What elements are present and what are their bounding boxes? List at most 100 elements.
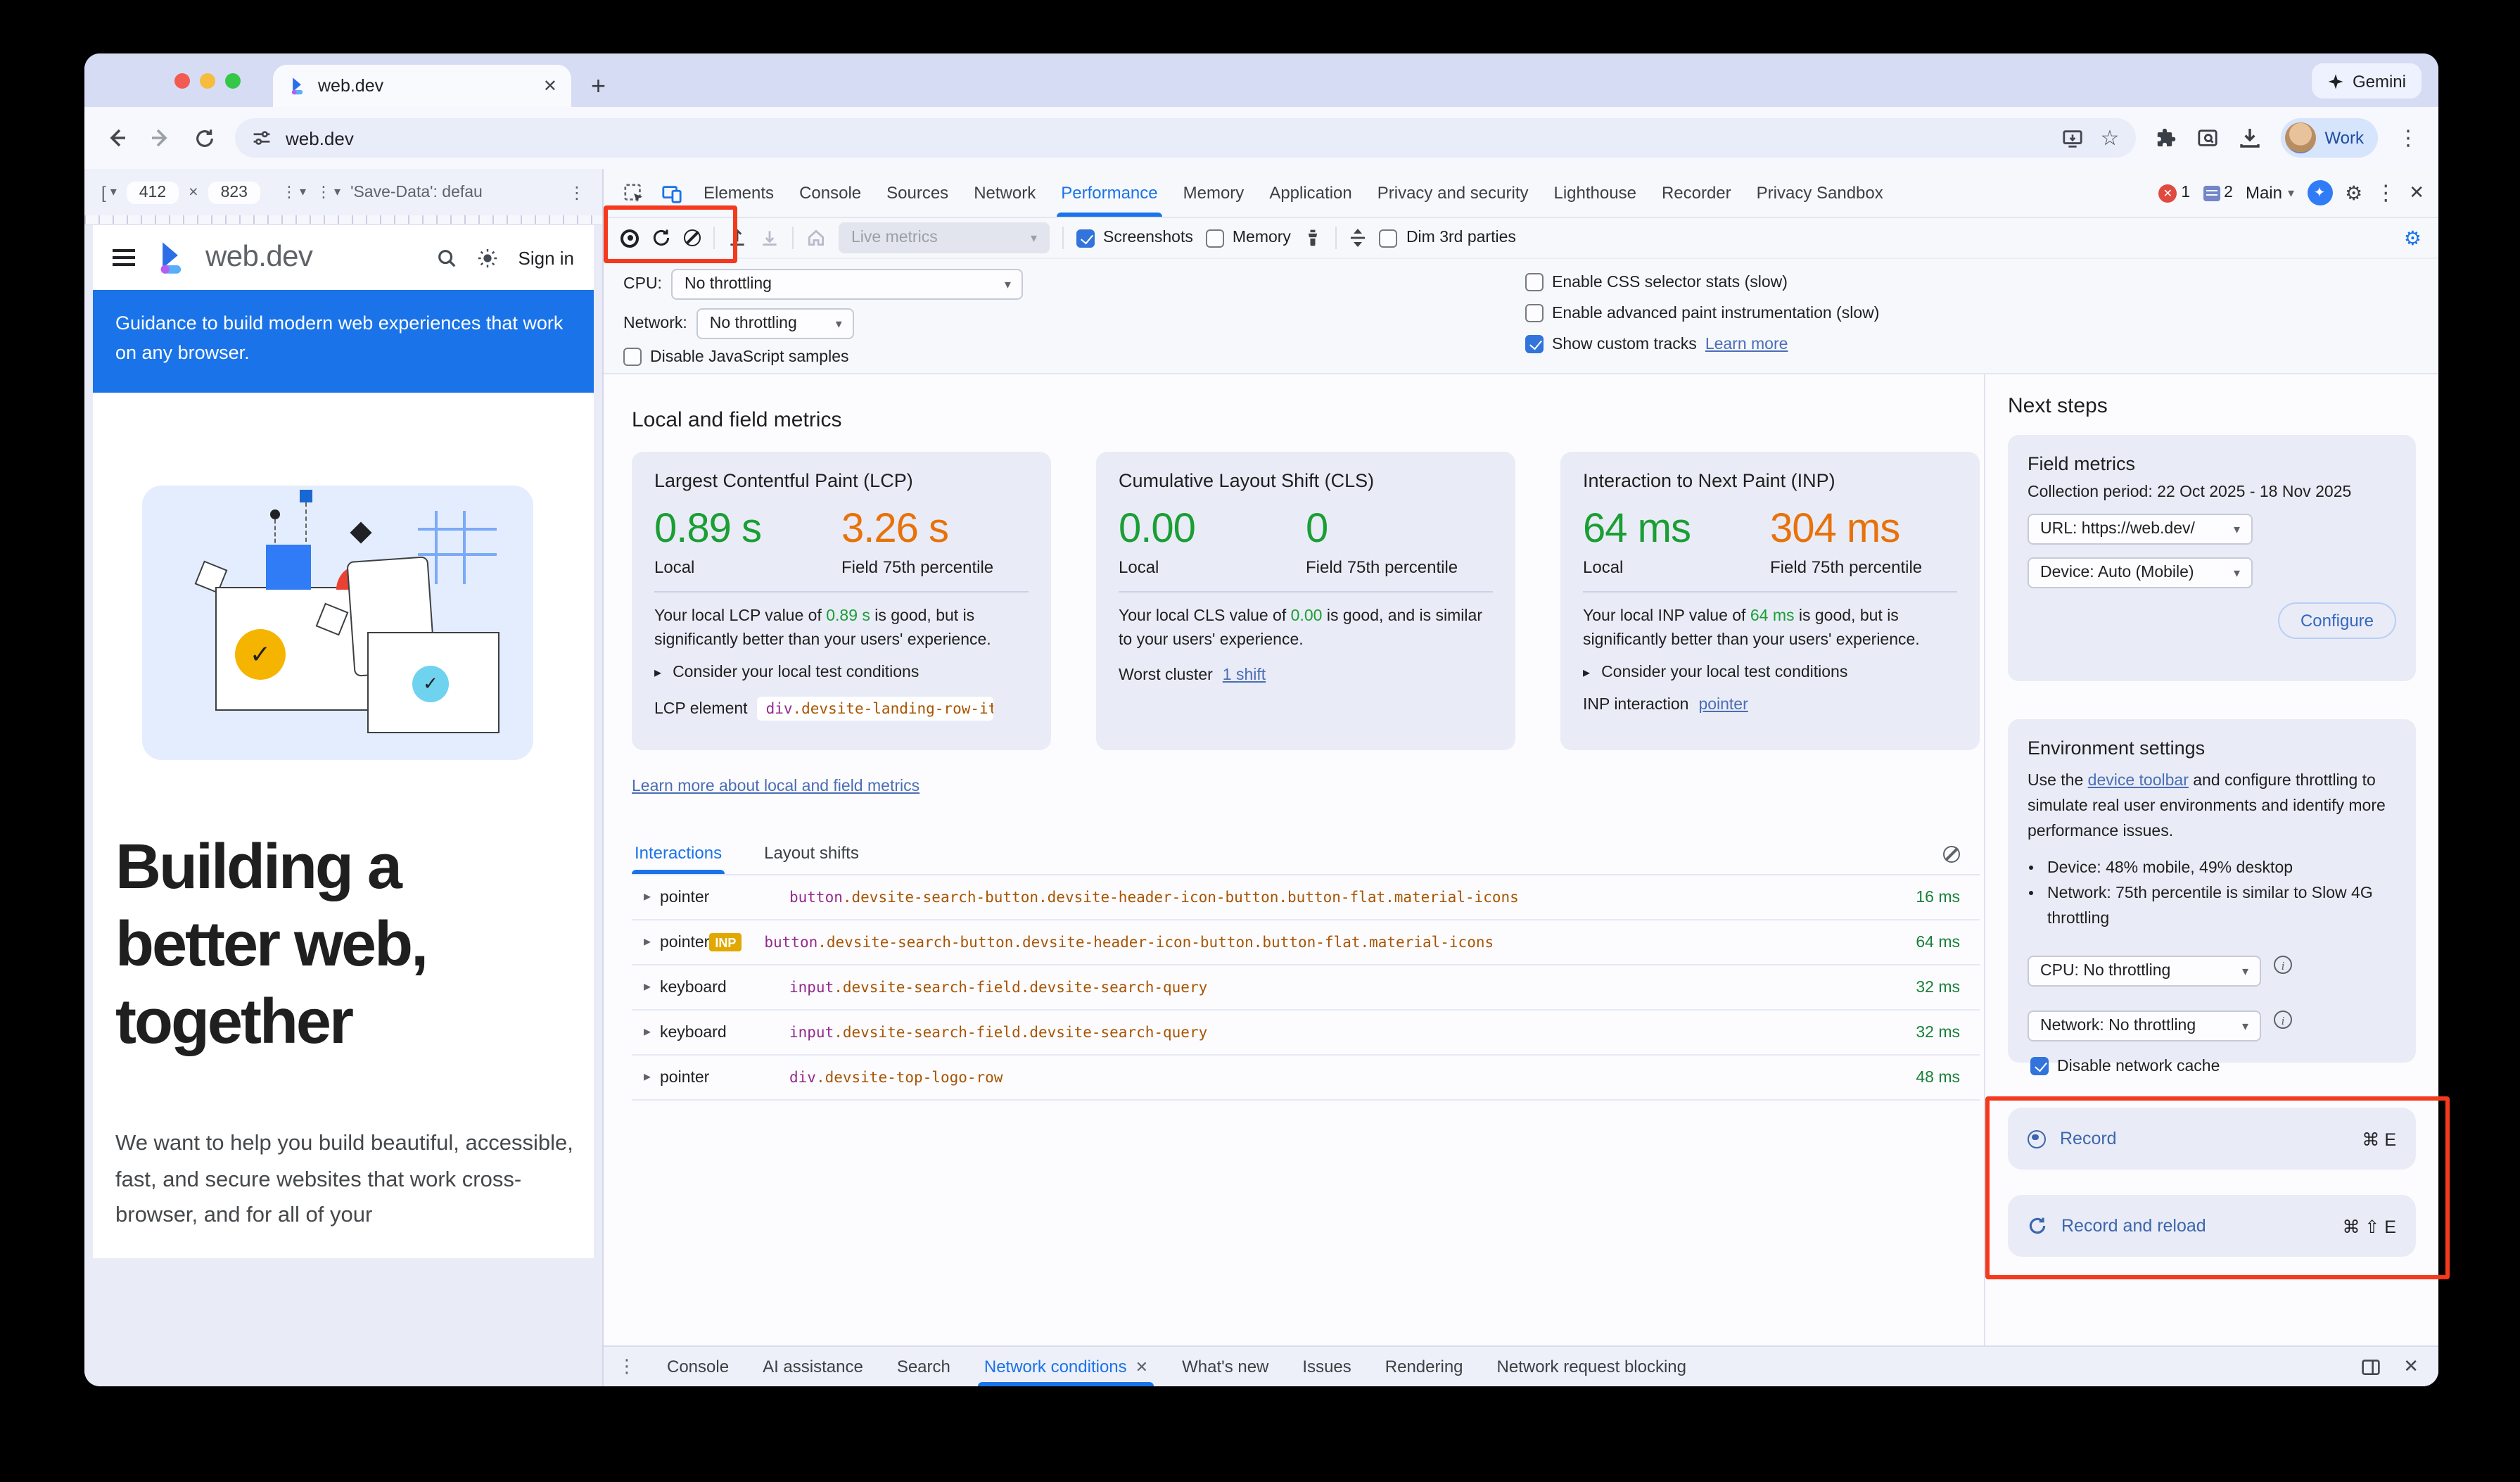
issues-badge[interactable]: 2 — [2203, 184, 2233, 201]
memory-checkbox[interactable]: Memory — [1205, 229, 1291, 247]
address-bar[interactable]: web.dev ☆ — [235, 118, 2137, 158]
devtools-settings-icon[interactable]: ⚙ — [2345, 181, 2363, 203]
field-metrics-learn-more-link[interactable]: Learn more about local and field metrics — [632, 778, 920, 795]
viewport-height-input[interactable]: 823 — [208, 181, 260, 203]
back-icon[interactable] — [104, 125, 129, 151]
interaction-row[interactable]: ▸ pointer div.devsite-top-logo-row 48 ms — [632, 1056, 1980, 1101]
disable-js-samples-checkbox[interactable]: Disable JavaScript samples — [623, 348, 849, 366]
interaction-row[interactable]: ▸ keyboard input.devsite-search-field.dev… — [632, 965, 1980, 1011]
tab-application[interactable]: Application — [1269, 183, 1352, 203]
tab-performance[interactable]: Performance — [1048, 169, 1170, 217]
garbage-collect-icon[interactable] — [1304, 228, 1323, 248]
site-settings-icon[interactable] — [252, 128, 272, 148]
tab-layout-shifts[interactable]: Layout shifts — [764, 843, 859, 863]
interaction-row[interactable]: ▸ pointer button.devsite-search-button.de… — [632, 875, 1980, 920]
cpu-throttling-select[interactable]: No throttling ▾ — [671, 269, 1024, 300]
tab-privacy-security[interactable]: Privacy and security — [1377, 183, 1529, 203]
console-errors-badge[interactable]: ✕ 1 — [2158, 184, 2190, 202]
lcp-element-link[interactable]: div.devsite-landing-row-ite… — [757, 697, 994, 721]
drawer-menu-icon[interactable]: ⋮ — [618, 1355, 636, 1376]
zoom-select-icon[interactable]: ⋮ ▾ — [281, 184, 306, 201]
inp-test-conditions-expander[interactable]: ▸ Consider your local test conditions — [1583, 664, 1848, 681]
tab-elements[interactable]: Elements — [704, 183, 775, 203]
configure-button[interactable]: Configure — [2277, 602, 2396, 639]
record-icon[interactable] — [621, 229, 639, 247]
forward-icon[interactable] — [148, 125, 173, 151]
drawer-tab-console[interactable]: Console — [667, 1357, 730, 1376]
env-network-select[interactable]: Network: No throttling ▾ — [2028, 1011, 2261, 1041]
browser-tab-webdev[interactable]: web.dev ✕ — [273, 65, 571, 107]
install-app-icon[interactable] — [2061, 127, 2084, 148]
tab-lighthouse[interactable]: Lighthouse — [1553, 183, 1636, 203]
throttle-select-icon[interactable]: ⋮ ▾ — [316, 184, 341, 201]
tab-recorder[interactable]: Recorder — [1661, 183, 1731, 203]
drawer-tab-ai-assistance[interactable]: AI assistance — [763, 1357, 863, 1376]
tab-network[interactable]: Network — [974, 183, 1036, 203]
tab-sources[interactable]: Sources — [886, 183, 949, 203]
disable-network-cache-checkbox[interactable]: Disable network cache — [2028, 1057, 2396, 1075]
extensions-icon[interactable] — [2154, 127, 2177, 149]
minimize-window-button[interactable] — [200, 73, 215, 89]
webdev-logo[interactable] — [152, 239, 189, 276]
advanced-paint-checkbox[interactable]: Enable advanced paint instrumentation (s… — [1525, 304, 1879, 322]
maximize-window-button[interactable] — [225, 73, 241, 89]
search-tabs-icon[interactable] — [2196, 127, 2219, 148]
css-selector-stats-checkbox[interactable]: Enable CSS selector stats (slow) — [1525, 273, 1879, 291]
hamburger-menu-icon[interactable] — [113, 249, 135, 266]
bookmark-star-icon[interactable]: ☆ — [2100, 126, 2120, 150]
device-toolbar-menu-icon[interactable]: ⋮ — [568, 182, 585, 202]
devtools-menu-icon[interactable]: ⋮ — [2375, 182, 2397, 205]
custom-tracks-checkbox[interactable]: Show custom tracks Learn more — [1525, 335, 1879, 353]
new-tab-button[interactable]: + — [591, 72, 606, 100]
tab-interactions[interactable]: Interactions — [632, 843, 725, 874]
profile-chip[interactable]: Work — [2281, 118, 2378, 158]
site-search-icon[interactable] — [437, 247, 458, 268]
field-device-select[interactable]: Device: Auto (Mobile) ▾ — [2028, 557, 2253, 588]
device-toolbar-link[interactable]: device toolbar — [2087, 773, 2189, 790]
interaction-row[interactable]: ▸ keyboard input.devsite-search-field.dev… — [632, 1011, 1980, 1056]
drawer-tab-rendering[interactable]: Rendering — [1385, 1357, 1463, 1376]
gemini-button[interactable]: Gemini — [2311, 63, 2422, 99]
drawer-tab-whats-new[interactable]: What's new — [1182, 1357, 1269, 1376]
ai-assistance-icon[interactable]: ✦ — [2307, 180, 2333, 205]
field-url-select[interactable]: URL: https://web.dev/▾ — [2028, 514, 2253, 545]
collapse-expand-icon[interactable] — [1350, 228, 1367, 248]
theme-toggle-icon[interactable] — [478, 247, 499, 268]
tab-privacy-sandbox[interactable]: Privacy Sandbox — [1756, 183, 1883, 203]
viewport-width-input[interactable]: 412 — [126, 181, 179, 203]
screenshots-checkbox[interactable]: Screenshots — [1076, 229, 1193, 247]
worst-cluster-link[interactable]: 1 shift — [1222, 667, 1266, 684]
network-throttling-select[interactable]: No throttling ▾ — [696, 308, 855, 339]
custom-tracks-learn-more-link[interactable]: Learn more — [1705, 336, 1788, 353]
downloads-icon[interactable] — [2239, 127, 2261, 149]
record-and-reload-button[interactable]: Record and reload ⌘ ⇧ E — [2008, 1195, 2416, 1257]
dim-3rd-parties-checkbox[interactable]: Dim 3rd parties — [1379, 229, 1516, 247]
reload-icon[interactable] — [191, 125, 217, 151]
interaction-row-inp[interactable]: ▸ pointer INP button.devsite-search-butto… — [632, 920, 1980, 965]
drawer-tab-search[interactable]: Search — [896, 1357, 950, 1376]
device-select-icon[interactable]: [▾ — [101, 182, 117, 202]
site-brand[interactable]: web.dev — [205, 241, 313, 273]
tab-console[interactable]: Console — [799, 183, 862, 203]
drawer-close-icon[interactable]: ✕ — [2403, 1355, 2419, 1376]
load-profile-icon[interactable] — [727, 228, 747, 248]
record-button[interactable]: Record ⌘ E — [2008, 1108, 2416, 1170]
target-select[interactable]: Main ▾ — [2245, 183, 2295, 203]
close-window-button[interactable] — [174, 73, 190, 89]
clear-interactions-icon[interactable] — [1943, 846, 1960, 863]
inp-interaction-link[interactable]: pointer — [1698, 697, 1748, 714]
tab-close-icon[interactable]: ✕ — [542, 76, 557, 96]
drawer-tab-network-conditions[interactable]: Network conditions ✕ — [967, 1347, 1165, 1386]
tab-memory[interactable]: Memory — [1183, 183, 1245, 203]
env-cpu-select[interactable]: CPU: No throttling ▾ — [2028, 956, 2261, 987]
panel-settings-gear-icon[interactable]: ⚙ — [2403, 226, 2422, 248]
devtools-close-icon[interactable]: ✕ — [2409, 182, 2424, 203]
drawer-tab-issues[interactable]: Issues — [1302, 1357, 1351, 1376]
lcp-test-conditions-expander[interactable]: ▸ Consider your local test conditions — [654, 664, 919, 681]
clear-icon[interactable] — [684, 229, 701, 246]
record-and-reload-icon[interactable] — [651, 228, 671, 248]
network-info-icon[interactable]: i — [2274, 1011, 2292, 1029]
drawer-tab-close-icon[interactable]: ✕ — [1135, 1359, 1149, 1376]
device-toolbar-toggle-icon[interactable] — [661, 182, 682, 203]
sign-in-button[interactable]: Sign in — [518, 247, 575, 268]
